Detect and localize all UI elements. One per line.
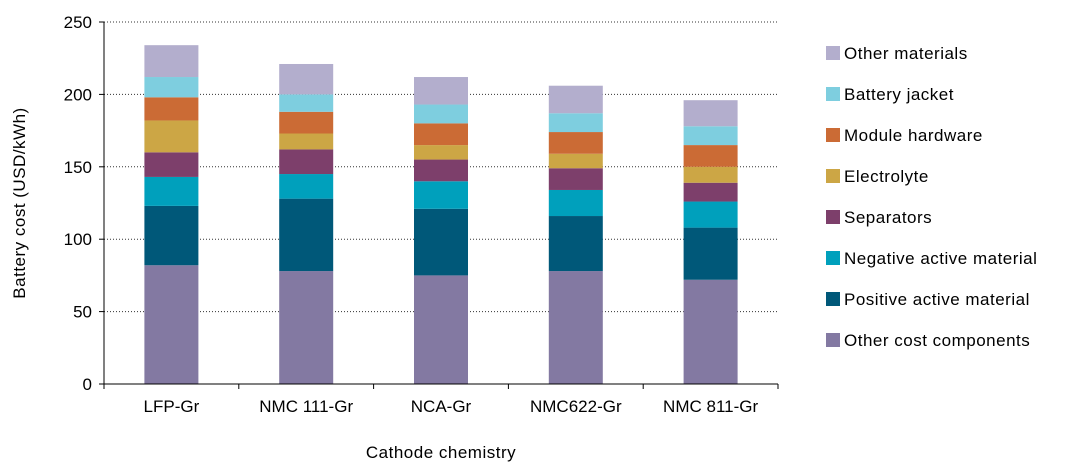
bar-segment: [548, 132, 603, 154]
bar-segment: [683, 279, 738, 384]
bar-segment: [548, 189, 603, 217]
legend-label: Separators: [844, 208, 932, 227]
bar-segment: [683, 182, 738, 202]
bar-segment: [683, 166, 738, 183]
bar-segment: [683, 100, 738, 127]
legend-label: Positive active material: [844, 290, 1030, 309]
legend: Other materials Battery jacket Module hard…: [826, 44, 1037, 350]
legend-swatch: [826, 251, 840, 265]
y-tick-label: 50: [73, 303, 92, 322]
legend-label: Other materials: [844, 44, 968, 63]
bar-segment: [414, 104, 468, 124]
axes: [99, 21, 779, 389]
bar-segment: [548, 153, 603, 169]
bar-segment: [548, 113, 603, 133]
x-tick-labels: LFP-Gr NMC 111-Gr NCA-Gr NMC622-Gr NMC 811-G…: [144, 397, 759, 416]
bar-segment: [144, 97, 199, 121]
bar-segment: [414, 123, 468, 146]
bar-segment: [144, 77, 199, 98]
bar-segment: [144, 176, 199, 206]
legend-swatch: [826, 128, 840, 142]
bar-segment: [414, 145, 468, 160]
legend-swatch: [826, 46, 840, 60]
bar-segment: [144, 265, 199, 384]
bar-segment: [414, 208, 468, 276]
y-tick-label: 200: [64, 85, 92, 104]
legend-label: Module hardware: [844, 126, 983, 145]
bar-segment: [144, 205, 199, 266]
legend-swatch: [826, 292, 840, 306]
y-tick-label: 250: [64, 13, 92, 32]
bar-segment: [548, 85, 603, 114]
legend-label: Other cost components: [844, 331, 1030, 350]
x-tick-label: NMC622-Gr: [530, 397, 622, 416]
x-tick-label: LFP-Gr: [144, 397, 200, 416]
bar-segment: [548, 216, 603, 272]
bar-segment: [683, 145, 738, 167]
legend-swatch: [826, 210, 840, 224]
bar-segment: [279, 133, 334, 150]
x-axis-title: Cathode chemistry: [366, 443, 516, 462]
bar-segment: [414, 77, 468, 105]
bar-segment: [279, 271, 334, 384]
y-tick-label: 100: [64, 230, 92, 249]
bar-segment: [279, 94, 334, 112]
bar-segment: [279, 198, 334, 272]
y-tick-label: 0: [83, 375, 92, 394]
y-tick-labels: 0 50 100 150 200 250: [64, 13, 92, 394]
bar-segment: [279, 111, 334, 134]
bar-segment: [683, 126, 738, 146]
bar-segment: [683, 227, 738, 280]
bar-segment: [683, 201, 738, 228]
bar-segment: [279, 174, 334, 199]
legend-label: Electrolyte: [844, 167, 929, 186]
bar-segment: [144, 152, 199, 177]
bar-segment: [279, 63, 334, 95]
bar-segment: [414, 275, 468, 384]
x-tick-label: NMC 811-Gr: [663, 397, 758, 416]
bar-segment: [414, 181, 468, 209]
legend-label: Battery jacket: [844, 85, 954, 104]
legend-label: Negative active material: [844, 249, 1037, 268]
bars: [144, 45, 738, 384]
legend-swatch: [826, 169, 840, 183]
bar-segment: [548, 168, 603, 190]
y-axis-title: Battery cost (USD/kWh): [10, 107, 29, 298]
x-tick-label: NCA-Gr: [411, 397, 472, 416]
bar-segment: [548, 271, 603, 384]
bar-segment: [414, 159, 468, 182]
bar-segment: [144, 120, 199, 153]
x-tick-label: NMC 111-Gr: [259, 397, 353, 416]
legend-swatch: [826, 333, 840, 347]
legend-swatch: [826, 87, 840, 101]
bar-segment: [144, 45, 199, 78]
y-tick-label: 150: [64, 158, 92, 177]
bar-segment: [279, 149, 334, 175]
